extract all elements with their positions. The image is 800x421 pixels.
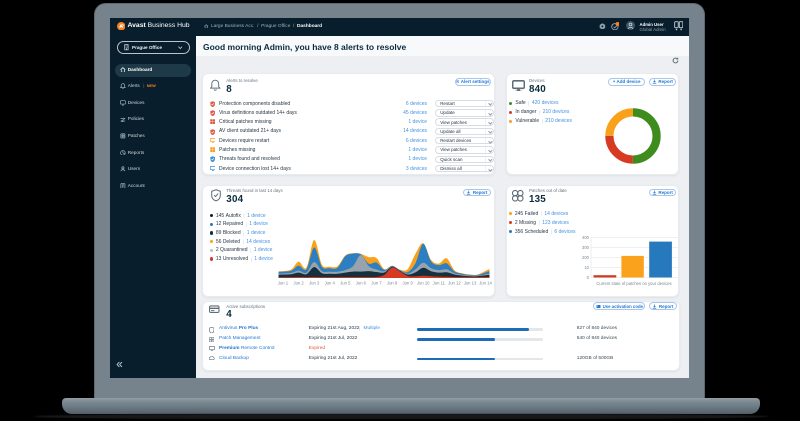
- svg-text:Jun 1: Jun 1: [278, 281, 289, 286]
- svg-text:Jun 12: Jun 12: [448, 281, 461, 286]
- svg-text:Jun 11: Jun 11: [433, 281, 446, 286]
- svg-text:0: 0: [587, 275, 590, 280]
- svg-text:Jun 2: Jun 2: [293, 281, 304, 286]
- svg-text:10: 10: [584, 265, 589, 270]
- svg-text:Jun 4: Jun 4: [325, 281, 336, 286]
- svg-text:Jun 6: Jun 6: [356, 281, 367, 286]
- svg-text:Jun 3: Jun 3: [309, 281, 320, 286]
- svg-text:Jun 13: Jun 13: [464, 281, 477, 286]
- svg-text:400: 400: [582, 235, 590, 240]
- svg-text:Jun 10: Jun 10: [417, 281, 430, 286]
- svg-text:200: 200: [582, 255, 590, 260]
- svg-text:Current state of patches on yo: Current state of patches on your devices: [596, 281, 671, 286]
- svg-text:300: 300: [582, 245, 590, 250]
- svg-text:Jun 7: Jun 7: [371, 281, 382, 286]
- svg-text:Jun 5: Jun 5: [340, 281, 351, 286]
- svg-text:Jun 8: Jun 8: [387, 281, 398, 286]
- svg-text:Jun 14: Jun 14: [479, 281, 492, 286]
- svg-text:Jun 9: Jun 9: [402, 281, 413, 286]
